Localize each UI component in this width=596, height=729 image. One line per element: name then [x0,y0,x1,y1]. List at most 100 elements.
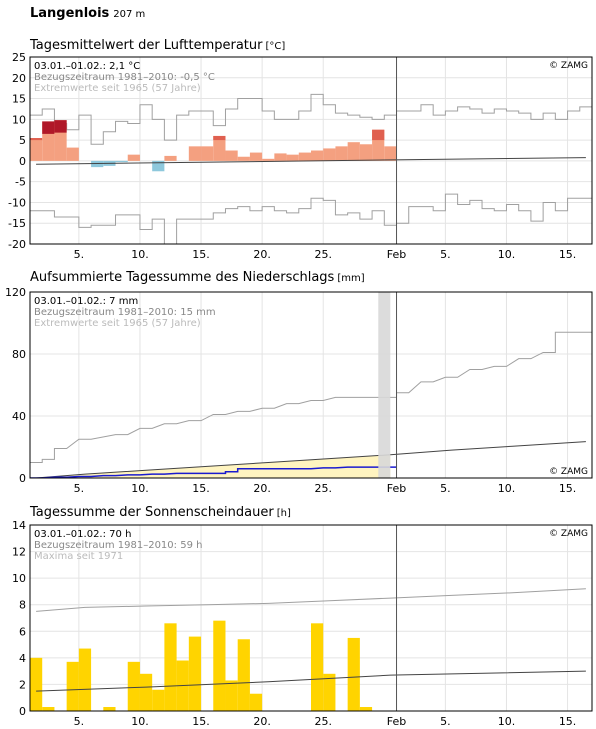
x-tick-label: 25. [314,482,332,495]
sunshine-chart: 14 12 10 8 6 4 2 0 5. 10. 15. 20. 25. Feb 5. 10. 15. 03.0… [12,519,593,728]
credit-label: © ZAMG [549,529,588,539]
sun-bar [42,707,55,711]
reference-mean-line [36,441,586,478]
temperature-unit: [°C] [265,41,286,52]
legend-entry: Extremwerte seit 1965 (57 Jahre) [34,83,201,94]
y-tick-label: -5 [15,176,26,189]
sunshine-frame [29,524,593,712]
x-tick-label: 10. [498,482,516,495]
y-tick-label: -10 [8,196,26,209]
x-tick-label: 5. [74,248,85,261]
temp-bar [213,135,226,161]
x-tick-label: 20. [253,482,271,495]
x-tick-label: 10. [131,482,149,495]
x-tick-label: 10. [131,248,149,261]
temp-bar [347,142,360,161]
sun-bar [225,680,238,711]
accumulated-precip-line [30,466,397,478]
x-tick-label: 20. [253,715,271,728]
temp-bar [115,160,128,163]
precipitation-unit: [mm] [337,273,365,284]
maxima-line [36,588,586,612]
temp-bar [201,146,214,161]
sunshine-unit: [h] [276,508,291,519]
x-tick-label: Feb [387,482,406,495]
sun-bar [323,673,336,711]
legend-entry: Bezugszeitraum 1981–2010: 15 mm [34,307,216,318]
y-tick-label: 20 [12,72,26,85]
legend-entry: 03.01.–01.02.: 7 mm [34,296,138,307]
temp-bar [249,152,263,161]
temperature-plot-area [30,57,592,244]
y-tick-label: 14 [12,519,26,532]
reference-mean-line [36,157,586,165]
x-tick-label: 5. [440,482,451,495]
max-extreme-line [30,331,592,463]
credit-label: © ZAMG [549,61,588,71]
temp-bar [298,152,311,161]
temp-bar [91,160,104,168]
sun-bar [213,620,226,711]
station-name: Langenlois [30,6,110,21]
x-tick-label: 5. [74,715,85,728]
sun-bar [152,689,165,711]
y-tick-label: 2 [19,678,26,691]
y-tick-label: 0 [19,155,26,168]
temp-bar-anomaly [213,135,226,141]
x-tick-label: 25. [314,248,332,261]
y-tick-label: 25 [12,51,26,64]
sun-bar [164,623,177,711]
today-band [378,292,391,478]
legend-entry: Extremwerte seit 1965 (57 Jahre) [34,318,201,329]
y-tick-label: 8 [19,599,26,612]
precipitation-chart-title: Aufsummierte Tagessumme des Niederschlag… [30,270,365,285]
station-elevation: 207 m [113,9,146,20]
x-tick-label: 5. [440,248,451,261]
precipitation-chart: 120 80 40 0 5. 10. 15. 20. 25. Feb 5. 10. 15. 03.01.–… [5,286,593,495]
sunshine-plot-area [30,525,592,711]
x-tick-label: 15. [192,248,210,261]
min-extreme-line [30,193,592,244]
temp-bar [237,156,250,161]
y-tick-label: 4 [19,652,26,665]
y-tick-label: 6 [19,625,26,638]
y-tick-label: 120 [5,286,26,299]
max-extreme-line [30,93,592,145]
temperature-chart: 25 20 15 10 5 0 -5 -10 -15 -20 5. 10. 15. 20. 25. Feb 5.… [8,51,593,261]
sun-bar [347,637,360,711]
temp-bar [225,150,238,161]
x-tick-label: 10. [498,715,516,728]
sun-bar [139,673,153,711]
temp-bar [127,154,140,161]
x-tick-label: 25. [314,715,332,728]
temp-bar [323,148,336,161]
sun-bar [30,657,43,711]
legend-entry: Maxima seit 1971 [34,551,123,562]
legend-entry: Bezugszeitraum 1981–2010: -0,5 °C [34,72,215,83]
sunshine-title-text: Tagessumme der Sonnenscheindauer [30,505,274,520]
temp-bar [164,155,177,161]
sun-bar [359,707,373,711]
temp-bar [188,146,202,161]
legend-entry: Bezugszeitraum 1981–2010: 59 h [34,540,202,551]
legend-entry: 03.01.–01.02.: 2,1 °C [34,61,140,72]
sun-bar [249,693,263,711]
temp-bar [274,153,287,161]
sun-bar [237,639,250,711]
y-tick-label: -20 [8,238,26,251]
y-tick-label: 10 [12,113,26,126]
sun-bar [103,707,116,711]
y-tick-label: -15 [8,217,26,230]
temp-bar-anomaly [372,129,385,141]
temp-bar [152,160,165,172]
x-tick-label: 20. [253,248,271,261]
temperature-frame [29,56,593,245]
x-tick-label: 15. [192,482,210,495]
temp-bar [359,144,373,161]
x-tick-label: 15. [559,248,577,261]
station-header: Langenlois 207 m [30,6,145,21]
precipitation-title-text: Aufsummierte Tagessumme des Niederschlag… [30,270,335,285]
y-tick-label: 0 [19,705,26,718]
